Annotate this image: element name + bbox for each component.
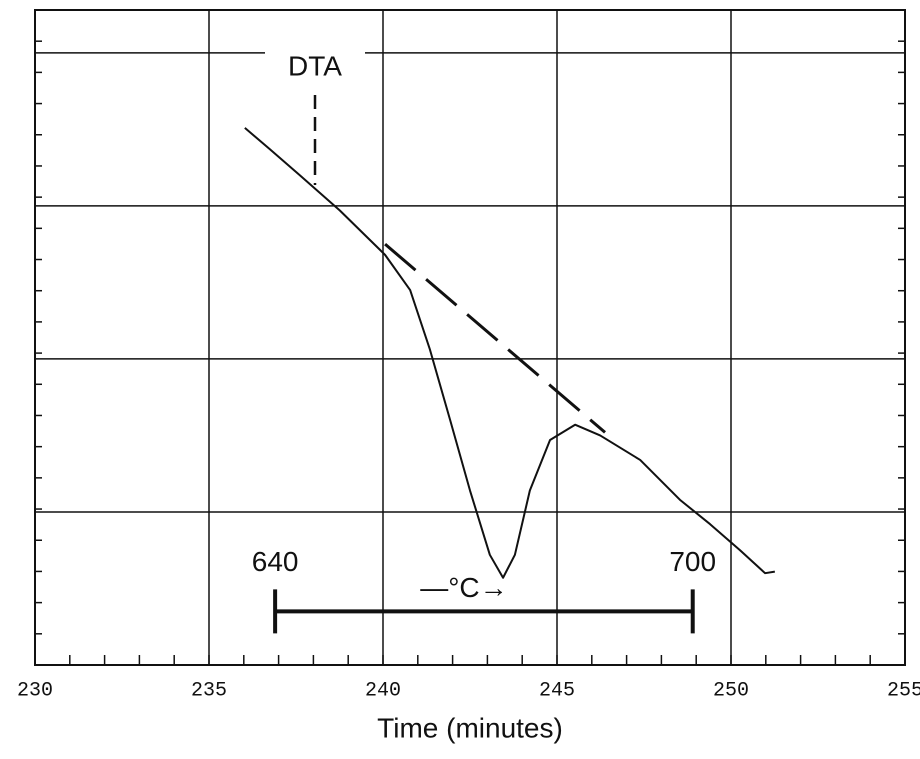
- baseline: [384, 243, 606, 434]
- temperature-label: 700: [669, 546, 716, 577]
- plot-frame: [34, 9, 906, 666]
- x-tick-label: 230: [17, 679, 53, 702]
- temperature-label: 640: [252, 546, 299, 577]
- x-tick-label: 245: [539, 679, 575, 702]
- label-backdrop: [265, 50, 365, 86]
- series-label: DTA: [288, 50, 342, 81]
- x-axis-title: Time (minutes): [377, 712, 563, 743]
- x-tick-label: 235: [191, 679, 227, 702]
- temperature-unit: —°C→: [420, 572, 507, 603]
- data-line: [244, 127, 776, 579]
- x-tick-label: 250: [713, 679, 749, 702]
- x-tick-label: 255: [887, 679, 920, 702]
- x-tick-label: 240: [365, 679, 401, 702]
